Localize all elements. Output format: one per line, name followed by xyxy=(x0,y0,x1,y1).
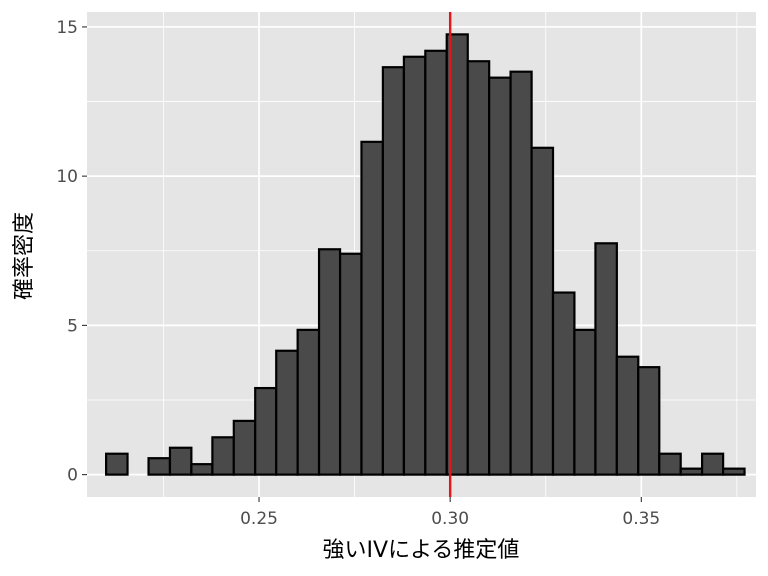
histogram-bar xyxy=(296,328,321,476)
x-tick-label: 0.35 xyxy=(622,509,660,529)
histogram-bar xyxy=(424,49,448,476)
histogram-bar xyxy=(551,291,576,476)
histogram-bar xyxy=(594,242,618,476)
y-tick-label: 10 xyxy=(56,167,78,187)
histogram-bar xyxy=(488,76,512,476)
y-tick-label: 5 xyxy=(67,316,78,336)
histogram-bar xyxy=(658,452,682,476)
histogram-bar xyxy=(254,386,278,476)
histogram-bar xyxy=(615,355,640,476)
histogram-bar xyxy=(530,146,555,476)
histogram-bar xyxy=(147,457,172,476)
histogram-bar xyxy=(232,419,257,476)
x-tick-label: 0.25 xyxy=(240,509,278,529)
histogram-bar xyxy=(360,140,384,476)
histogram-bar xyxy=(275,349,299,476)
y-tick-label: 0 xyxy=(67,466,78,486)
histogram-bar xyxy=(722,467,746,476)
histogram-bars xyxy=(105,33,746,476)
histogram-bar xyxy=(402,55,427,476)
histogram-bar xyxy=(466,60,491,476)
y-axis: 0 5 10 15 xyxy=(56,18,87,486)
histogram-bar xyxy=(679,467,704,476)
x-tick-label: 0.30 xyxy=(431,509,469,529)
x-axis: 0.25 0.30 0.35 xyxy=(240,497,660,529)
histogram-bar xyxy=(190,463,214,476)
histogram-bar xyxy=(317,248,342,476)
histogram-bar xyxy=(338,252,363,476)
histogram-bar xyxy=(105,452,129,476)
histogram-bar xyxy=(573,328,597,476)
histogram-bar xyxy=(211,436,235,476)
histogram-bar xyxy=(168,446,193,476)
y-tick-label: 15 xyxy=(56,18,78,38)
histogram-bar xyxy=(509,70,533,476)
y-axis-title: 確率密度 xyxy=(12,212,37,300)
histogram-bar xyxy=(700,452,725,476)
histogram-bar xyxy=(381,66,406,476)
histogram-bar xyxy=(637,366,661,476)
x-axis-title: 強いIVによる推定値 xyxy=(323,538,520,563)
